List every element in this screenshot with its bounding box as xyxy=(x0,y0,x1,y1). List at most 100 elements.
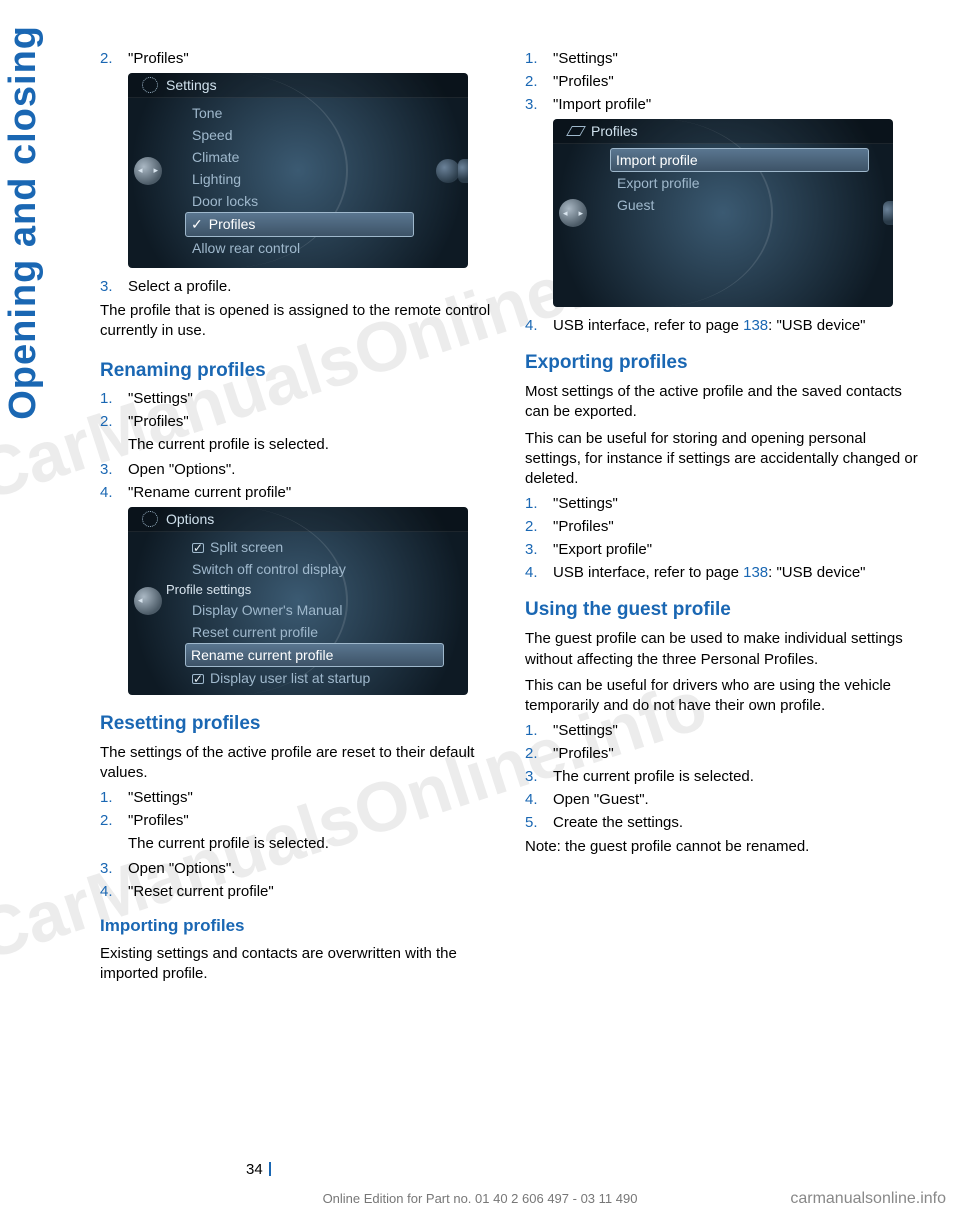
checkbox-icon xyxy=(192,674,204,684)
step-number: 1. xyxy=(100,390,128,407)
step-text: Open "Guest". xyxy=(553,791,920,808)
menu-item-selected: Import profile xyxy=(610,148,869,172)
list-item: 1."Settings" xyxy=(525,50,920,67)
step-subtext: The current profile is selected. xyxy=(128,835,495,852)
menu-item: Display Owner's Manual xyxy=(186,599,454,621)
step-text: Open "Options". xyxy=(128,860,495,877)
menu-rows: Split screen Switch off control display … xyxy=(128,532,468,689)
screenshot-title: Settings xyxy=(166,77,217,93)
step-number: 4. xyxy=(525,791,553,808)
list-item: 3.The current profile is selected. xyxy=(525,768,920,785)
paragraph: Note: the guest profile cannot be rename… xyxy=(525,837,920,857)
paragraph: Most settings of the active profile and … xyxy=(525,382,920,423)
step-number: 1. xyxy=(525,722,553,739)
step-text: The current profile is selected. xyxy=(553,768,920,785)
list-item: 4."Reset current profile" xyxy=(100,883,495,900)
paragraph: Existing settings and contacts are overw… xyxy=(100,944,495,985)
step-list: 1."Settings" 2."Profiles" 3."Export prof… xyxy=(525,495,920,581)
heading-guest-profile: Using the guest profile xyxy=(525,599,920,621)
list-item: 1."Settings" xyxy=(100,789,495,806)
step-number: 2. xyxy=(525,518,553,535)
menu-item: Split screen xyxy=(186,536,454,558)
step-text: "Import profile" xyxy=(553,96,920,113)
step-text: "Export profile" xyxy=(553,541,920,558)
idrive-screenshot-options: ◂ Options Split screen Switch off contro… xyxy=(128,507,468,695)
page-number: 34 xyxy=(246,1161,271,1178)
screenshot-title: Options xyxy=(166,511,214,527)
check-icon: ✓ xyxy=(191,216,203,232)
list-item: 3.Open "Options". xyxy=(100,860,495,877)
step-subtext: The current profile is selected. xyxy=(128,436,495,453)
paragraph: The settings of the active profile are r… xyxy=(100,743,495,784)
list-item: 4. USB interface, refer to page 138: "US… xyxy=(525,317,920,334)
gear-icon xyxy=(142,511,158,527)
text-fragment: USB interface, refer to page xyxy=(553,564,743,581)
step-list: 2. "Profiles" xyxy=(100,50,495,67)
joystick-icon: ◂ xyxy=(134,587,162,615)
page-link[interactable]: 138 xyxy=(743,317,768,334)
step-number: 3. xyxy=(100,860,128,877)
side-icon xyxy=(436,159,460,183)
menu-item: Door locks xyxy=(186,190,454,212)
step-text: "Profiles" xyxy=(128,812,495,829)
menu-item-selected: Rename current profile xyxy=(185,643,444,667)
screenshot-header: Options xyxy=(128,507,468,532)
screenshot-header: Profiles xyxy=(553,119,893,144)
page-link[interactable]: 138 xyxy=(743,564,768,581)
right-column: 1."Settings" 2."Profiles" 3."Import prof… xyxy=(525,50,920,991)
step-list: 3. Select a profile. xyxy=(100,278,495,295)
menu-section: Profile settings xyxy=(166,580,454,599)
menu-rows: Tone Speed Climate Lighting Door locks ✓… xyxy=(128,98,468,259)
list-item: 5.Create the settings. xyxy=(525,814,920,831)
list-item: 2."Profiles" xyxy=(100,812,495,829)
step-text: "Profiles" xyxy=(128,50,495,67)
gear-icon xyxy=(142,77,158,93)
left-column: 2. "Profiles" ◂▸ Settings Tone Speed Cli… xyxy=(100,50,495,991)
list-item: 2."Profiles" xyxy=(525,73,920,90)
heading-resetting-profiles: Resetting profiles xyxy=(100,713,495,735)
menu-item: Lighting xyxy=(186,168,454,190)
step-list: 1."Settings" 2."Profiles" 3."Import prof… xyxy=(525,50,920,113)
section-tab: Opening and closing xyxy=(2,25,45,420)
step-text: "Profiles" xyxy=(553,745,920,762)
list-item: 1."Settings" xyxy=(525,495,920,512)
step-number: 3. xyxy=(100,278,128,295)
step-text: "Settings" xyxy=(128,789,495,806)
heading-importing-profiles: Importing profiles xyxy=(100,916,495,936)
menu-item: Climate xyxy=(186,146,454,168)
menu-item: Reset current profile xyxy=(186,621,454,643)
step-number: 2. xyxy=(100,413,128,430)
step-text: Create the settings. xyxy=(553,814,920,831)
list-item: 2."Profiles" xyxy=(525,745,920,762)
paragraph: The profile that is opened is assigned t… xyxy=(100,301,495,342)
list-item: 4.Open "Guest". xyxy=(525,791,920,808)
step-number: 2. xyxy=(100,812,128,829)
footer-link[interactable]: carmanualsonline.info xyxy=(790,1190,946,1208)
screenshot-title: Profiles xyxy=(591,123,638,139)
step-number: 2. xyxy=(100,50,128,67)
text-fragment: : "USB device" xyxy=(768,317,865,334)
text-fragment: : "USB device" xyxy=(768,564,865,581)
step-text: USB interface, refer to page 138: "USB d… xyxy=(553,564,920,581)
joystick-icon: ◂▸ xyxy=(134,157,162,185)
list-item: 2."Profiles" xyxy=(525,518,920,535)
step-number: 4. xyxy=(525,317,553,334)
step-text: "Rename current profile" xyxy=(128,484,495,501)
step-number: 1. xyxy=(100,789,128,806)
menu-item-label: Profiles xyxy=(209,216,256,232)
step-text: "Reset current profile" xyxy=(128,883,495,900)
menu-rows: Import profile Export profile Guest xyxy=(553,144,893,216)
list-item: 4. USB interface, refer to page 138: "US… xyxy=(525,564,920,581)
step-list: 3.Open "Options". 4."Rename current prof… xyxy=(100,461,495,501)
idrive-screenshot-profiles: ◂▸ Profiles Import profile Export profil… xyxy=(553,119,893,307)
list-item: 2. "Profiles" xyxy=(100,50,495,67)
menu-item: Export profile xyxy=(611,172,879,194)
step-text: "Profiles" xyxy=(128,413,495,430)
step-number: 1. xyxy=(525,495,553,512)
joystick-icon: ◂▸ xyxy=(559,199,587,227)
step-text: Select a profile. xyxy=(128,278,495,295)
step-text: Open "Options". xyxy=(128,461,495,478)
list-item: 1."Settings" xyxy=(100,390,495,407)
menu-item: Tone xyxy=(186,102,454,124)
menu-item: Display user list at startup xyxy=(186,667,454,689)
